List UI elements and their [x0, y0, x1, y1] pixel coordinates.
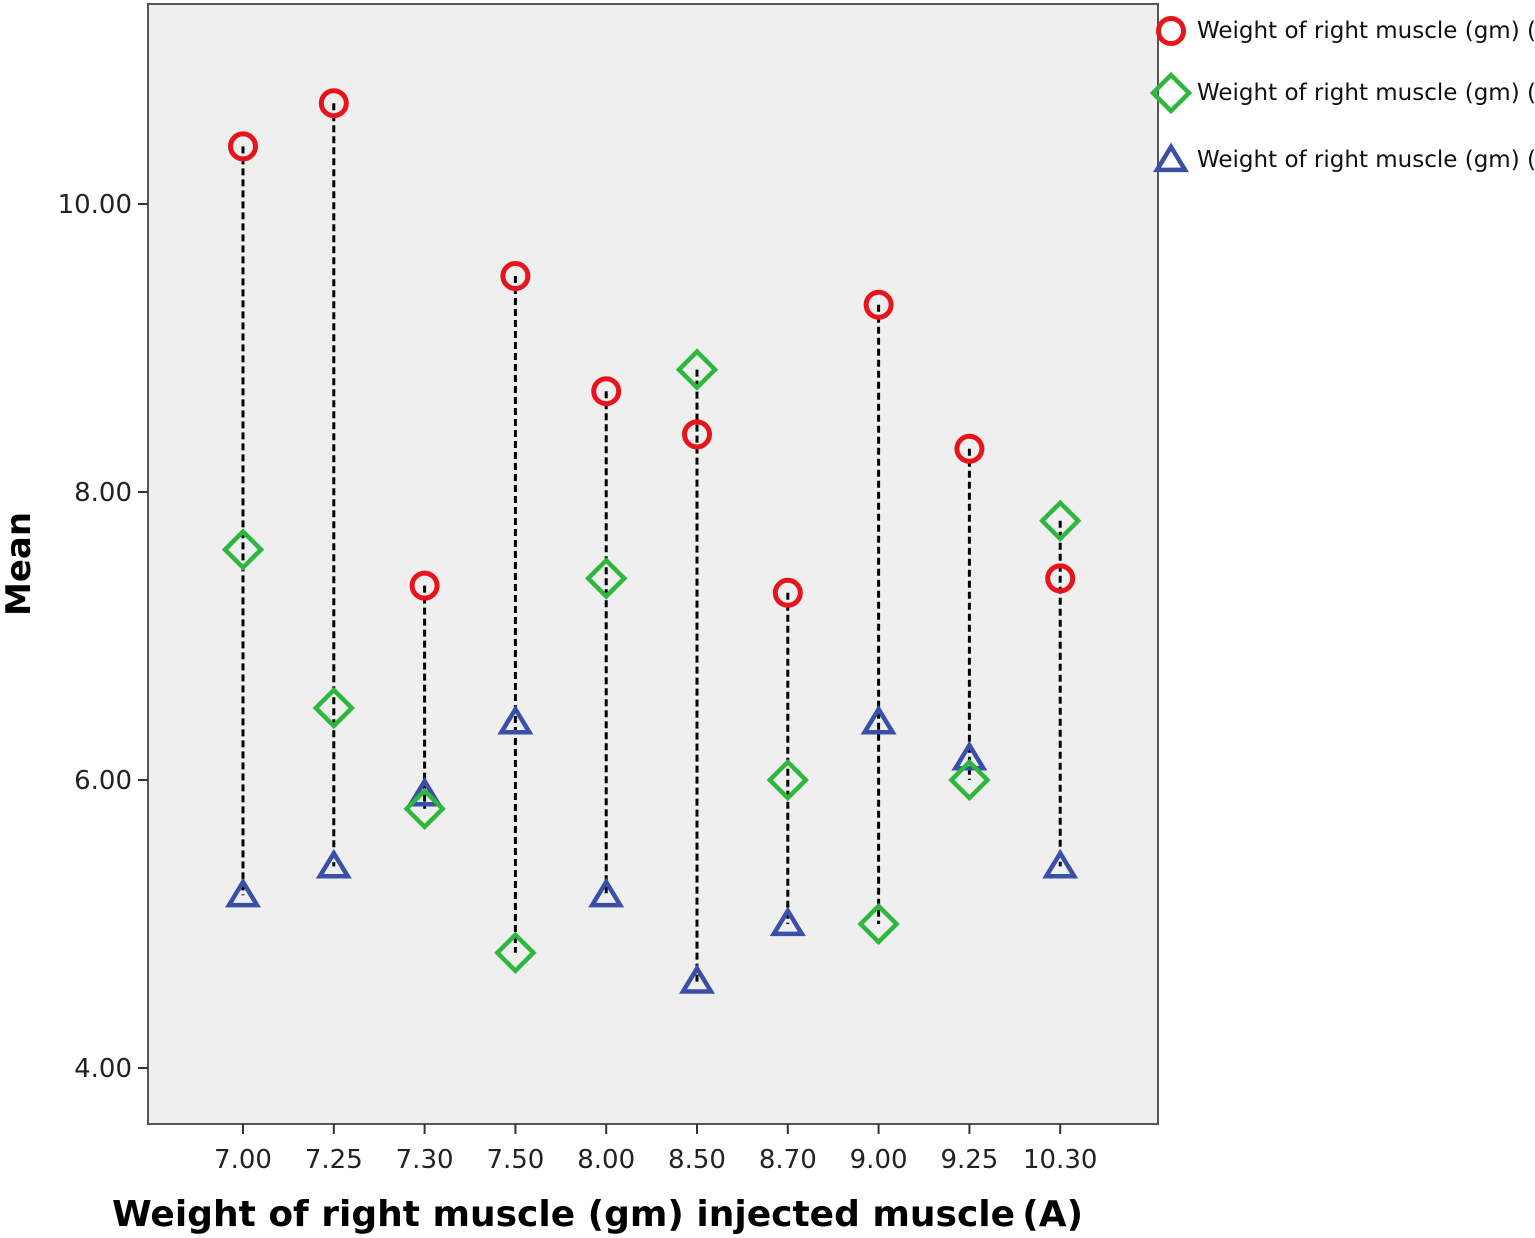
point-triangle — [1042, 848, 1079, 879]
point-triangle — [406, 776, 443, 807]
point-triangle — [225, 877, 261, 908]
point-circle — [228, 131, 258, 162]
point-circle — [682, 419, 712, 450]
legend-marker-triangle — [1153, 142, 1189, 173]
point-diamond — [494, 931, 537, 974]
x-tick-label: 7.25 — [305, 1145, 363, 1175]
point-diamond — [948, 758, 991, 802]
data-points — [221, 88, 1082, 994]
legend-label: Weight of right muscle (gm) (C) — [1197, 80, 1535, 106]
point-circle — [772, 577, 803, 608]
point-triangle — [951, 740, 988, 771]
point-diamond — [585, 557, 628, 600]
x-axis: 7.00 7.25 7.30 7.50 8.00 8.50 8.70 9.00 9.25 10.3… — [214, 1124, 1097, 1175]
point-triangle — [315, 848, 352, 879]
point-diamond — [403, 787, 446, 830]
y-axis-title: Mean — [0, 512, 39, 616]
y-tick-label: 8.00 — [74, 478, 132, 508]
x-tick-label: 9.25 — [940, 1145, 998, 1175]
point-circle — [591, 376, 622, 407]
x-tick-label: 7.50 — [486, 1145, 544, 1175]
y-tick-label: 4.00 — [74, 1054, 132, 1084]
y-axis: 4.00 6.00 8.00 10.00 — [58, 190, 148, 1084]
point-circle — [500, 261, 531, 291]
x-tick-label: 8.50 — [668, 1145, 726, 1175]
point-diamond — [221, 528, 265, 571]
point-circle — [409, 570, 440, 601]
y-tick-label: 10.00 — [58, 190, 132, 220]
point-circle — [1045, 563, 1076, 594]
legend: Weight of right muscle (gm) (B) Weight of… — [1149, 16, 1535, 173]
x-tick-label: 10.30 — [1023, 1145, 1097, 1175]
legend-label: Weight of right muscle (gm) (B) — [1197, 18, 1535, 44]
point-diamond — [766, 758, 809, 802]
drop-lines — [241, 103, 1062, 982]
point-diamond — [675, 348, 719, 391]
x-tick-label: 8.00 — [577, 1145, 635, 1175]
x-tick-label: 9.00 — [850, 1145, 908, 1175]
x-tick-label: 8.70 — [759, 1145, 817, 1175]
x-tick-label: 7.00 — [214, 1145, 272, 1175]
point-triangle — [679, 964, 715, 994]
point-diamond — [312, 686, 355, 730]
point-circle — [954, 433, 985, 464]
point-triangle — [588, 877, 625, 908]
plot-background — [147, 3, 1159, 1125]
x-tick-label: 7.30 — [396, 1145, 454, 1175]
legend-label: Weight of right muscle (gm) (D) — [1197, 147, 1535, 173]
point-triangle — [497, 704, 534, 735]
point-diamond — [1039, 499, 1082, 542]
point-triangle — [769, 906, 806, 937]
point-circle — [863, 289, 894, 320]
x-axis-title: Weight of right muscle (gm) injected mus… — [112, 1194, 1083, 1235]
point-diamond — [857, 902, 900, 946]
y-tick-label: 6.00 — [74, 766, 132, 796]
point-circle — [318, 88, 349, 119]
legend-marker-circle — [1156, 16, 1186, 46]
point-triangle — [860, 704, 897, 735]
legend-marker-diamond — [1149, 71, 1193, 115]
